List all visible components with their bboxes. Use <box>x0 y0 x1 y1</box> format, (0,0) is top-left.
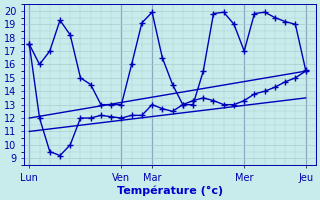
X-axis label: Température (°c): Température (°c) <box>117 185 223 196</box>
